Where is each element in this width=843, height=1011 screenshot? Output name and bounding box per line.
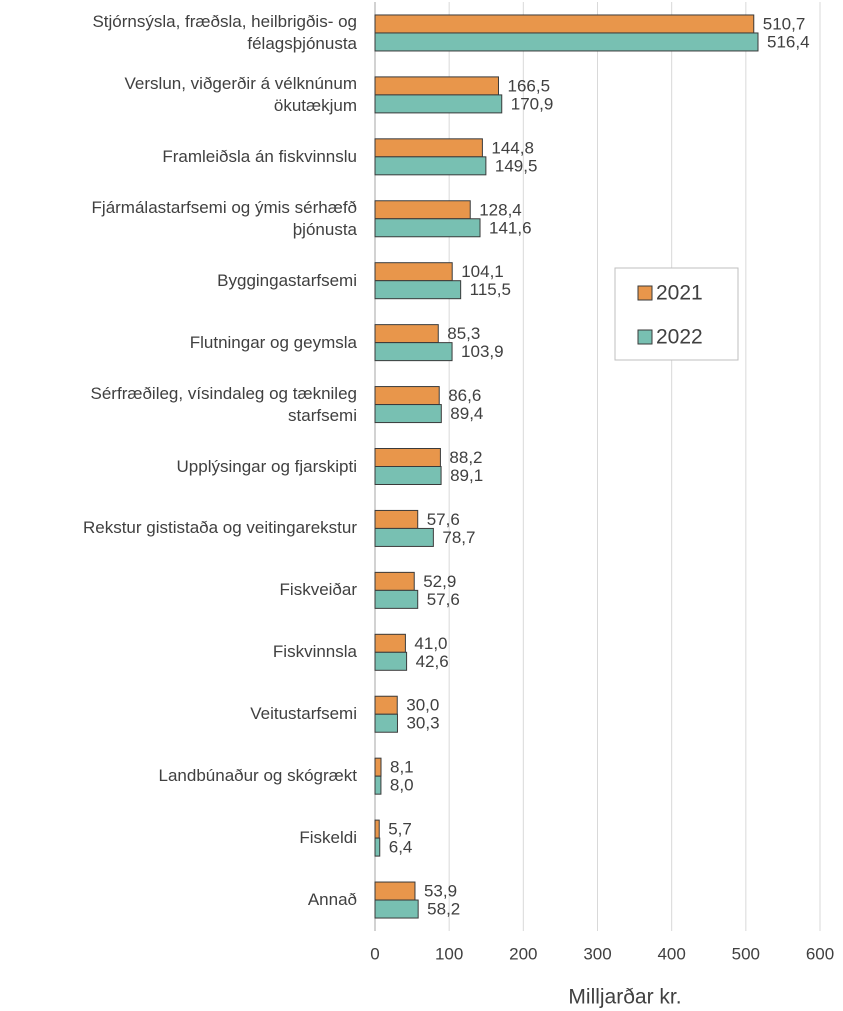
category-label: Fjármálastarfsemi og ýmis sérhæfð þjónus… (91, 197, 357, 239)
value-label: 78,7 (442, 528, 475, 547)
bar (374, 448, 441, 467)
value-label: 5,7 (388, 820, 412, 839)
value-label: 52,9 (423, 572, 456, 591)
bar (374, 713, 398, 733)
value-label: 115,5 (470, 280, 511, 299)
bar (374, 32, 759, 52)
value-label: 104,1 (461, 262, 504, 281)
bar (374, 218, 481, 238)
bar (374, 386, 440, 406)
category-label: Annað (307, 890, 357, 910)
bar (374, 262, 453, 282)
value-label: 170,9 (511, 94, 554, 113)
value-label: 89,4 (450, 404, 483, 423)
x-tick-label: 600 (806, 944, 834, 963)
value-label: 6,4 (389, 838, 413, 857)
value-label: 516,4 (767, 32, 810, 51)
category-label: Sérfræðileg, vísindaleg og tæknileg star… (90, 383, 357, 425)
bar (374, 651, 408, 671)
value-label: 88,2 (449, 448, 482, 467)
value-label: 86,6 (448, 386, 481, 405)
category-label: Flutningar og geymsla (189, 332, 357, 352)
category-label: Upplýsingar og fjarskipti (176, 456, 357, 476)
category-label: Fiskvinnsla (272, 642, 357, 662)
bar (374, 527, 434, 547)
x-tick-label: 300 (583, 944, 611, 963)
value-label: 128,4 (479, 200, 522, 219)
bar (374, 94, 503, 114)
category-label: Stjórnsýsla, fræðsla, heilbrigðis- og fé… (92, 11, 357, 53)
bar (374, 775, 382, 795)
bar (374, 881, 416, 901)
value-label: 103,9 (461, 342, 504, 361)
bar (374, 200, 471, 220)
x-tick-label: 400 (657, 944, 685, 963)
value-label: 57,6 (427, 590, 460, 609)
bar (374, 138, 483, 158)
category-label: Landbúnaður og skógrækt (158, 766, 357, 786)
bar (374, 466, 442, 485)
value-label: 58,2 (427, 900, 460, 919)
bar (374, 837, 381, 857)
bar (374, 14, 755, 34)
bar (374, 342, 453, 362)
value-label: 42,6 (416, 652, 449, 671)
category-label: Veitustarfsemi (250, 704, 357, 724)
value-label: 30,3 (406, 714, 439, 733)
value-label: 510,7 (763, 14, 806, 33)
category-label: Rekstur gististaða og veitingarekstur (82, 518, 357, 538)
bar (374, 76, 499, 96)
bar (374, 404, 442, 424)
category-label: Byggingastarfsemi (217, 270, 357, 290)
value-label: 141,6 (489, 218, 532, 237)
legend-label: 2021 (656, 282, 703, 305)
value-label: 166,5 (507, 76, 550, 95)
bar (374, 280, 462, 300)
category-label: Framleiðsla án fiskvinnslu (162, 146, 357, 166)
bar (374, 757, 382, 777)
value-label: 41,0 (414, 634, 447, 653)
bar (374, 899, 419, 919)
value-label: 85,3 (447, 324, 480, 343)
bar (374, 695, 398, 715)
legend-swatch (637, 329, 653, 345)
x-tick-label: 0 (370, 944, 379, 963)
legend-label: 2022 (656, 326, 703, 349)
bar (374, 571, 415, 591)
bar (374, 156, 487, 176)
legend-swatch (637, 285, 653, 301)
x-tick-label: 500 (732, 944, 760, 963)
value-label: 149,5 (495, 156, 538, 175)
category-label: Fiskveiðar (279, 580, 357, 600)
value-label: 53,9 (424, 882, 457, 901)
bar (374, 509, 419, 529)
x-tick-label: 200 (509, 944, 537, 963)
bar (374, 589, 419, 609)
bar (374, 819, 380, 839)
value-label: 89,1 (450, 466, 483, 485)
value-label: 8,1 (390, 758, 414, 777)
legend-box (614, 267, 739, 361)
value-label: 144,8 (491, 138, 534, 157)
bar (374, 324, 439, 344)
x-axis-title: Milljarðar kr. (568, 986, 681, 1009)
category-label: Verslun, viðgerðir á vélknúnum ökutækjum (124, 73, 357, 115)
value-label: 8,0 (390, 776, 414, 795)
value-label: 57,6 (427, 510, 460, 529)
bar (374, 633, 406, 653)
category-label: Fiskeldi (299, 828, 357, 848)
value-label: 30,0 (406, 696, 439, 715)
x-tick-label: 100 (435, 944, 463, 963)
